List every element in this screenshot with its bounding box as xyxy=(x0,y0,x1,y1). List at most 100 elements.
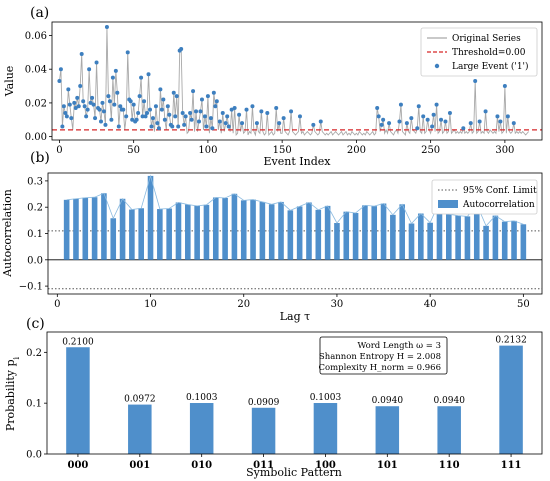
a-event-point xyxy=(142,99,147,104)
annotation-word-length: Word Length ω = 3 xyxy=(357,341,441,351)
legend-conf-limit: 95% Conf. Limit xyxy=(463,186,537,196)
c-bar xyxy=(375,406,400,454)
a-event-point xyxy=(58,67,63,72)
a-event-point xyxy=(66,87,71,92)
a-event-point xyxy=(409,116,414,121)
a-event-point xyxy=(136,111,141,116)
b-bar xyxy=(82,197,89,260)
legend-large-event: Large Event ('1') xyxy=(452,61,529,72)
a-event-point xyxy=(198,109,203,114)
a-event-point xyxy=(101,109,106,114)
a-event-point xyxy=(237,112,242,117)
legend-original-series: Original Series xyxy=(452,34,521,44)
a-event-point xyxy=(99,119,103,124)
b-bar xyxy=(473,204,480,260)
a-event-point xyxy=(109,117,114,122)
a-ytick-label: 0.06 xyxy=(25,31,47,42)
a-xtick-label: 50 xyxy=(127,145,140,156)
a-event-point xyxy=(189,117,194,122)
panel-c: (c) 0.0 0.1 0.2 0.2100 000 0.0972 001 0.1003 010… xyxy=(4,316,543,479)
a-event-point xyxy=(375,105,380,110)
panel-a-xlabel: Event Index xyxy=(264,155,332,168)
a-event-point xyxy=(194,109,199,114)
b-bar xyxy=(334,222,340,260)
a-event-point xyxy=(191,89,196,94)
a-event-point xyxy=(134,117,139,122)
a-ytick-label: 0.00 xyxy=(25,132,47,143)
a-event-point xyxy=(162,117,167,122)
panel-a-plot-area: 0 50 100 150 200 250 300 0.00 0.02 0.04 0.06 xyxy=(25,25,542,156)
a-event-point xyxy=(171,90,176,95)
a-event-point xyxy=(225,114,230,119)
c-bar-value-label: 0.2100 xyxy=(62,337,94,347)
panel-b: (b) 0 10 20 30 40 50 −0.1 0.0 0.1 0.2 0.3 Lag τ Au… xyxy=(1,150,543,323)
a-event-point xyxy=(259,109,264,114)
a-event-point xyxy=(153,104,158,109)
a-event-point xyxy=(161,97,166,102)
a-event-point xyxy=(124,114,129,119)
a-event-point xyxy=(274,105,279,110)
c-bar xyxy=(66,347,90,454)
b-bar xyxy=(324,205,331,260)
b-xtick-label: 30 xyxy=(331,299,344,310)
b-bar xyxy=(203,204,210,260)
a-event-point xyxy=(397,119,402,124)
panel-c-annotation: Word Length ω = 3 Shannon Entropy H = 2.… xyxy=(318,336,448,375)
a-event-point xyxy=(104,25,109,30)
a-event-point xyxy=(148,107,152,112)
panel-a-legend: Original Series Threshold=0.00 Large Eve… xyxy=(420,27,538,77)
c-bar-value-label: 0.0940 xyxy=(433,396,465,406)
a-event-point xyxy=(425,117,430,122)
a-xtick-label: 250 xyxy=(421,145,440,156)
c-bar xyxy=(313,403,338,454)
c-xtick-label: 011 xyxy=(253,460,274,471)
a-event-point xyxy=(64,114,69,119)
b-ytick-label: 0.2 xyxy=(27,203,43,214)
a-event-point xyxy=(415,126,420,131)
a-event-point xyxy=(188,111,193,116)
panel-a-ylabel: Value xyxy=(3,66,16,98)
b-bar xyxy=(296,206,303,260)
a-event-point xyxy=(79,52,84,57)
a-event-point xyxy=(57,79,62,83)
a-event-point xyxy=(139,75,144,80)
c-bar-value-label: 0.0940 xyxy=(372,396,404,406)
c-bar-value-label: 0.1003 xyxy=(310,393,342,403)
a-event-point xyxy=(106,94,111,99)
legend-autocorrelation: Autocorrelation xyxy=(462,200,535,210)
a-event-point xyxy=(110,75,115,80)
b-bar xyxy=(119,198,126,260)
b-bar xyxy=(455,215,461,260)
a-event-point xyxy=(85,107,90,112)
panel-b-ylabel: Autocorrelation xyxy=(1,189,14,278)
a-event-point xyxy=(197,119,201,124)
a-event-point xyxy=(226,124,231,129)
b-bar xyxy=(352,212,359,260)
b-ytick-label: 0.3 xyxy=(27,176,43,187)
a-event-point xyxy=(170,124,175,129)
panel-c-xlabel: Symbolic Pattern xyxy=(246,466,342,479)
a-series-line xyxy=(58,27,529,137)
a-event-point xyxy=(297,114,302,119)
a-event-point xyxy=(505,114,510,119)
a-xtick-label: 150 xyxy=(273,145,292,156)
legend-autocorrelation-swatch xyxy=(438,200,458,208)
a-event-point xyxy=(90,95,95,100)
a-event-point xyxy=(75,95,80,100)
b-bar xyxy=(250,199,256,260)
a-event-point xyxy=(281,116,286,121)
a-event-point xyxy=(265,111,270,116)
c-bar-value-label: 0.0972 xyxy=(124,395,156,405)
a-event-point xyxy=(213,104,218,109)
c-ytick-label: 0.1 xyxy=(26,399,42,410)
b-bar xyxy=(399,204,405,260)
a-event-point xyxy=(145,111,150,116)
a-event-point xyxy=(159,107,164,112)
a-event-point xyxy=(229,107,234,112)
b-ytick-label: −0.1 xyxy=(19,282,43,293)
a-event-point xyxy=(502,84,507,89)
b-bar xyxy=(91,197,98,260)
a-event-point xyxy=(78,84,83,89)
a-event-point xyxy=(240,121,245,126)
